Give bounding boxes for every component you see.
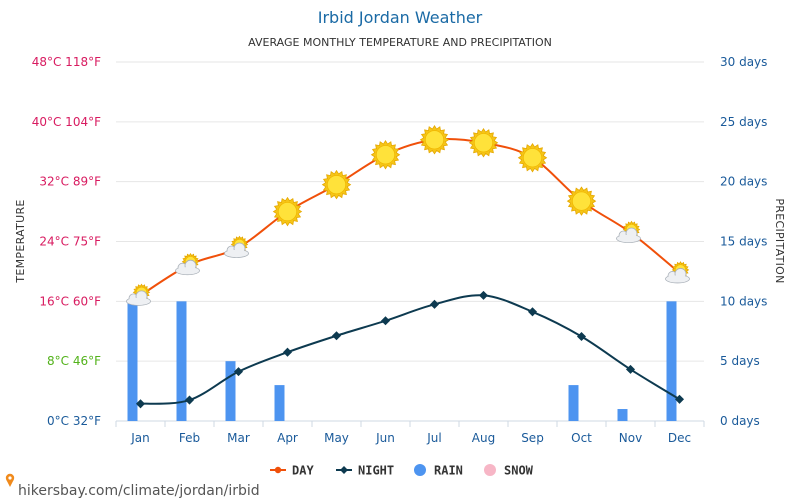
sun-icon xyxy=(468,128,499,158)
rain-bar xyxy=(274,385,285,421)
sun-icon xyxy=(419,125,450,155)
month-label: Dec xyxy=(668,431,691,445)
sun-icon xyxy=(566,186,597,216)
sun-icon xyxy=(517,142,548,173)
night-point xyxy=(233,367,244,377)
legend-label: RAIN xyxy=(434,464,463,478)
legend-marker xyxy=(340,466,348,474)
right-tick-label: 5 days xyxy=(720,354,760,368)
legend-item-night[interactable]: NIGHT xyxy=(336,464,394,478)
rain-bar xyxy=(666,301,677,421)
temperature-lines xyxy=(135,137,685,409)
legend-label: SNOW xyxy=(504,464,534,478)
night-point xyxy=(184,395,195,405)
right-tick-label: 0 days xyxy=(720,414,760,428)
partly-cloudy-icon xyxy=(665,261,690,284)
night-point xyxy=(331,331,342,341)
legend-item-snow[interactable]: SNOW xyxy=(484,464,534,478)
night-point xyxy=(282,347,293,357)
rain-bar xyxy=(225,361,236,421)
left-tick-label: 32°C 89°F xyxy=(39,175,101,189)
left-tick-label: 16°C 60°F xyxy=(39,294,101,308)
legend-item-day[interactable]: DAY xyxy=(270,464,314,478)
rain-bar xyxy=(176,301,187,421)
month-label: Jan xyxy=(130,431,150,445)
legend-label: DAY xyxy=(292,464,314,478)
legend-swatch xyxy=(484,464,496,476)
left-tick-label: 8°C 46°F xyxy=(47,354,101,368)
month-label: Feb xyxy=(179,431,200,445)
sun-icon xyxy=(272,196,303,227)
chart-subtitle: AVERAGE MONTHLY TEMPERATURE AND PRECIPIT… xyxy=(248,36,552,49)
month-label: Mar xyxy=(227,431,250,445)
rain-bar xyxy=(617,409,628,421)
right-tick-label: 20 days xyxy=(720,175,767,189)
month-labels: Jan Feb Mar Apr May Jun Jul Aug Sep Oct Nov Dec xyxy=(130,431,691,445)
rain-bar xyxy=(568,385,579,421)
night-point xyxy=(625,364,636,374)
grid-lines xyxy=(115,61,705,427)
month-label: Jul xyxy=(426,431,441,445)
left-tick-label: 0°C 32°F xyxy=(47,414,101,428)
partly-cloudy-icon xyxy=(175,252,200,276)
month-label: Sep xyxy=(521,431,544,445)
left-axis-ticks: 0°C 32°F 8°C 46°F 16°C 60°F 24°C 75°F 32°C 8… xyxy=(32,55,101,428)
left-tick-label: 48°C 118°F xyxy=(32,55,101,69)
night-point xyxy=(527,307,538,317)
legend: DAY NIGHT RAIN SNOW xyxy=(270,464,534,478)
night-point xyxy=(135,399,146,409)
partly-cloudy-icon xyxy=(126,283,151,306)
partly-cloudy-icon xyxy=(224,235,249,258)
month-label: Apr xyxy=(277,431,298,445)
right-tick-label: 10 days xyxy=(720,294,767,308)
left-axis-title: TEMPERATURE xyxy=(14,199,27,283)
location-pin-icon xyxy=(5,473,15,487)
month-label: May xyxy=(324,431,349,445)
night-point xyxy=(576,331,587,342)
left-tick-label: 40°C 104°F xyxy=(32,115,101,129)
legend-marker xyxy=(274,466,282,474)
left-tick-label: 24°C 75°F xyxy=(39,235,101,249)
rain-bar xyxy=(127,301,138,421)
source-footer[interactable]: hikersbay.com/climate/jordan/irbid xyxy=(5,473,260,499)
right-tick-label: 15 days xyxy=(720,235,767,249)
chart-title: Irbid Jordan Weather xyxy=(318,8,483,27)
legend-item-rain[interactable]: RAIN xyxy=(414,464,463,478)
night-line xyxy=(140,294,681,405)
month-label: Nov xyxy=(619,431,642,445)
source-link[interactable]: hikersbay.com/climate/jordan/irbid xyxy=(18,483,260,499)
partly-cloudy-icon xyxy=(616,220,641,243)
right-tick-label: 30 days xyxy=(720,55,767,69)
month-label: Jun xyxy=(375,431,395,445)
rain-bars xyxy=(127,301,677,421)
day-line xyxy=(139,137,681,297)
right-tick-label: 25 days xyxy=(720,115,767,129)
month-label: Aug xyxy=(472,431,495,445)
night-point xyxy=(478,290,489,300)
night-point xyxy=(380,316,391,326)
right-axis-title: PRECIPITATION xyxy=(773,198,786,283)
month-label: Oct xyxy=(571,431,592,445)
sun-icon xyxy=(370,140,401,170)
right-axis-ticks: 0 days 5 days 10 days 15 days 20 days 25 days… xyxy=(720,55,767,428)
legend-label: NIGHT xyxy=(358,464,394,478)
legend-swatch xyxy=(414,464,426,476)
weather-icons xyxy=(126,125,690,306)
sun-icon xyxy=(321,169,352,200)
